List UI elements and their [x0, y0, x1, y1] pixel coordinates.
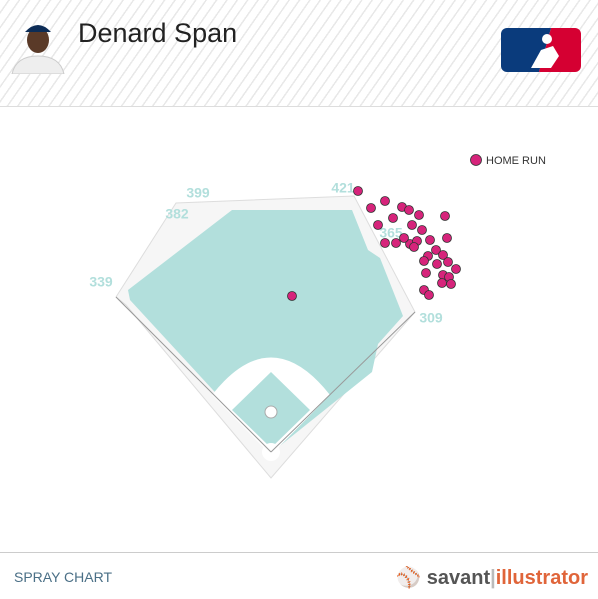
- home-run-point: [407, 220, 417, 230]
- home-run-point: [440, 211, 450, 221]
- home-run-point: [417, 225, 427, 235]
- home-run-point: [443, 257, 453, 267]
- outfield: [128, 210, 403, 453]
- foul-line: [270, 311, 416, 453]
- home-run-point: [414, 210, 424, 220]
- footer-title: SPRAY CHART: [14, 569, 113, 585]
- mlb-logo: [501, 28, 581, 72]
- brand: ⚾ savant|illustrator: [396, 567, 588, 589]
- home-run-point: [424, 290, 434, 300]
- mound: [264, 405, 278, 419]
- foul-line: [115, 296, 272, 453]
- home-run-point: [442, 233, 452, 243]
- home-run-point: [399, 233, 409, 243]
- home-run-point: [431, 245, 441, 255]
- fence-distance: 309: [419, 310, 443, 326]
- fence-distance: 382: [165, 206, 189, 222]
- home-run-point: [388, 213, 398, 223]
- home-run-point: [380, 196, 390, 206]
- home-run-point: [446, 279, 456, 289]
- player-photo: [11, 25, 65, 74]
- home-run-point: [391, 238, 401, 248]
- fence-distance: 421: [331, 180, 355, 196]
- legend-label: HOME RUN: [486, 155, 546, 167]
- home-run-point: [366, 203, 376, 213]
- player-name: Denard Span: [78, 18, 238, 48]
- footer: SPRAY CHART ⚾ savant|illustrator: [0, 552, 598, 599]
- home-run-point: [287, 291, 297, 301]
- home-run-point: [451, 264, 461, 274]
- home-run-point: [425, 235, 435, 245]
- home-run-point: [373, 220, 383, 230]
- home-run-point: [409, 242, 419, 252]
- home-run-point: [404, 205, 414, 215]
- brand-left: savant: [426, 567, 491, 589]
- home-run-point: [421, 268, 431, 278]
- home-run-point: [353, 186, 363, 196]
- home-run-point: [437, 278, 447, 288]
- fence-distance: 339: [89, 274, 113, 290]
- fence-distance: 399: [186, 185, 210, 201]
- home-run-point: [380, 238, 390, 248]
- home-run-point: [419, 256, 429, 266]
- legend-marker: [470, 154, 482, 166]
- brand-right: illustrator: [495, 567, 588, 589]
- home-run-point: [438, 250, 448, 260]
- fence-distance: 365: [379, 225, 403, 241]
- home-run-point: [432, 259, 442, 269]
- header: Denard Span: [0, 0, 598, 107]
